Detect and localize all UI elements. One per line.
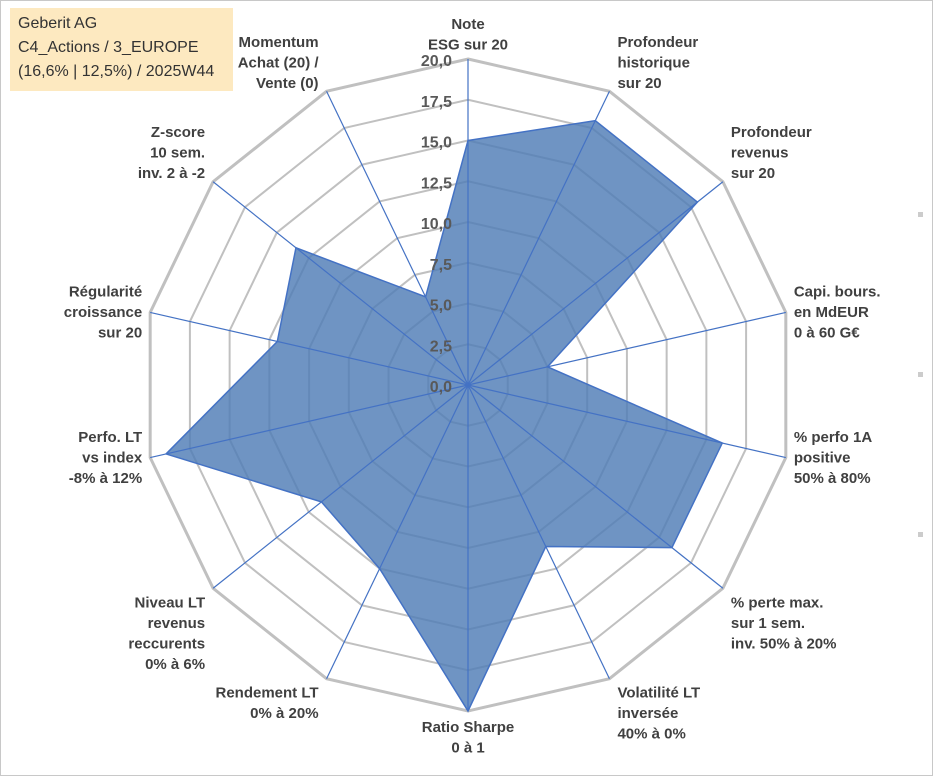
axis-label-line: Profondeur xyxy=(617,34,698,51)
tick-label-6: 15,0 xyxy=(421,135,452,152)
axis-label-line: inv. 50% à 20% xyxy=(731,635,837,652)
scroll-marker-bottom xyxy=(918,532,923,537)
axis-label-7: Volatilité LT inversée 40% à 0% xyxy=(617,685,700,743)
axis-label-2: Profondeur historique sur 20 xyxy=(617,34,698,92)
axis-label-line: 0 à 60 G€ xyxy=(794,325,861,342)
axis-label-line: reccurents xyxy=(128,635,205,652)
axis-label-line: -8% à 12% xyxy=(69,470,142,487)
axis-label-line: Volatilité LT xyxy=(617,685,700,702)
axis-label-line: inversée xyxy=(617,705,678,722)
axis-label-line: Rendement LT xyxy=(215,685,318,702)
spoke-12 xyxy=(150,311,469,386)
chart-title-stats: (16,6% | 12,5%) / 2025W44 xyxy=(18,63,215,80)
axis-label-12: Régularité croissance sur 20 xyxy=(64,284,142,342)
axis-label-line: 0 à 1 xyxy=(451,740,484,757)
spoke-9 xyxy=(326,384,469,679)
axis-label-4: Capi. bours. en MdEUR 0 à 60 G€ xyxy=(794,284,881,342)
axis-label-line: vs index xyxy=(82,449,143,466)
axis-label-line: Régularité xyxy=(69,284,142,301)
axis-label-line: Ratio Sharpe xyxy=(422,719,515,736)
axis-label-line: Momentum xyxy=(239,34,319,51)
axis-label-line: Perfo. LT xyxy=(78,429,142,446)
axis-label-line: revenus xyxy=(148,615,206,632)
axis-label-line: 0% à 6% xyxy=(145,656,205,673)
spoke-11 xyxy=(150,384,469,459)
tick-label-0: 0,0 xyxy=(430,379,452,396)
axis-label-8: Ratio Sharpe 0 à 1 xyxy=(422,719,515,757)
spoke-4 xyxy=(467,311,786,386)
tick-label-layer: 0,0 2,5 5,0 7,5 10,0 12,5 15,0 17,5 20,0 xyxy=(421,53,452,396)
axis-label-11: Perfo. LT vs index -8% à 12% xyxy=(69,429,143,487)
axis-label-6: % perte max. sur 1 sem. inv. 50% à 20% xyxy=(731,594,837,652)
axis-label-line: 10 sem. xyxy=(150,145,205,162)
axis-label-line: sur 20 xyxy=(731,165,775,182)
tick-label-7: 17,5 xyxy=(421,94,452,111)
axis-label-line: Vente (0) xyxy=(256,75,319,92)
axis-label-3: Profondeur revenus sur 20 xyxy=(731,124,812,182)
series-area xyxy=(164,119,724,713)
tick-label-8: 20,0 xyxy=(421,53,452,70)
spoke-14 xyxy=(326,91,469,386)
axis-label-layer: Note ESG sur 20 Profondeur historique sur 20… xyxy=(64,16,881,757)
spoke-7 xyxy=(467,384,610,679)
axis-label-line: Achat (20) / xyxy=(238,54,320,71)
spoke-6 xyxy=(467,384,724,589)
tick-label-4: 10,0 xyxy=(421,216,452,233)
axis-label-1: Note ESG sur 20 xyxy=(428,16,508,54)
chart-title-box: Geberit AG C4_Actions / 3_EUROPE (16,6% … xyxy=(10,8,233,91)
axis-label-line: 40% à 0% xyxy=(617,726,685,743)
axis-label-line: historique xyxy=(617,54,690,71)
axis-label-9: Rendement LT 0% à 20% xyxy=(215,685,318,723)
axis-label-13: Z-score 10 sem. inv. 2 à -2 xyxy=(138,124,205,182)
spoke-5 xyxy=(467,384,786,459)
scroll-marker-top xyxy=(918,212,923,217)
tick-label-1: 2,5 xyxy=(430,338,452,355)
spoke-layer xyxy=(150,59,786,711)
axis-label-line: % perte max. xyxy=(731,594,824,611)
axis-label-line: en MdEUR xyxy=(794,304,869,321)
axis-label-line: Capi. bours. xyxy=(794,284,881,301)
axis-label-line: 0% à 20% xyxy=(250,705,318,722)
axis-label-line: revenus xyxy=(731,145,789,162)
chart-title-company: Geberit AG xyxy=(18,15,98,32)
axis-label-line: ESG sur 20 xyxy=(428,37,508,54)
axis-label-line: Z-score xyxy=(151,124,205,141)
axis-label-14: Momentum Achat (20) / Vente (0) xyxy=(238,34,320,92)
axis-label-line: Note xyxy=(451,16,484,33)
axis-label-line: croissance xyxy=(64,304,142,321)
axis-label-line: inv. 2 à -2 xyxy=(138,165,205,182)
series-area-layer xyxy=(164,119,724,713)
chart-title-category: C4_Actions / 3_EUROPE xyxy=(18,39,199,56)
tick-label-5: 12,5 xyxy=(421,175,452,192)
axis-label-line: sur 20 xyxy=(617,75,661,92)
tick-label-2: 5,0 xyxy=(430,298,452,315)
axis-label-line: sur 1 sem. xyxy=(731,615,805,632)
axis-label-line: % perfo 1A xyxy=(794,429,873,446)
spoke-2 xyxy=(467,91,610,386)
axis-label-line: 50% à 80% xyxy=(794,470,871,487)
spoke-13 xyxy=(212,181,469,386)
spoke-3 xyxy=(467,181,724,386)
axis-label-line: Niveau LT xyxy=(135,594,206,611)
axis-label-5: % perfo 1A positive 50% à 80% xyxy=(794,429,873,487)
axis-label-10: Niveau LT revenus reccurents 0% à 6% xyxy=(128,594,205,673)
tick-label-3: 7,5 xyxy=(430,257,452,274)
spoke-10 xyxy=(212,384,469,589)
axis-label-line: positive xyxy=(794,449,851,466)
axis-label-line: sur 20 xyxy=(98,325,142,342)
scroll-marker-middle xyxy=(918,372,923,377)
axis-label-line: Profondeur xyxy=(731,124,812,141)
